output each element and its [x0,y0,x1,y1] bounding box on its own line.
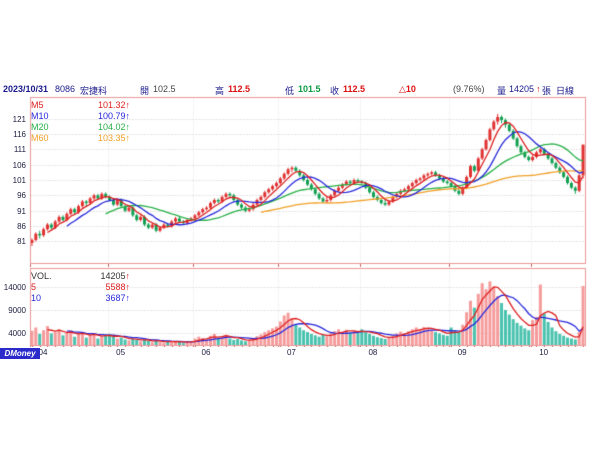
open-value: 102.5 [153,84,176,94]
month-axis-label: 10 [539,348,549,357]
vol-legend-value: 14205↑ [100,271,130,281]
high-label: 高 [215,86,225,96]
price-axis-label: 111 [13,145,26,155]
price-axis-label: 101 [12,176,26,185]
stock-name: 宏捷科 [80,86,108,96]
month-axis-label: 05 [116,348,126,357]
volume-axis-label: 14000 [3,282,26,292]
ma20-legend-label: M20 [31,122,49,132]
month-axis-label: 08 [368,348,378,357]
month-axis-label: 06 [201,348,211,357]
vol-ma10-legend-label: 10 [31,293,42,303]
ma60-legend-value: 103.35↑ [97,133,130,143]
ma60-legend-label: M60 [31,133,49,143]
price-axis-label: 81 [17,237,26,247]
ma10-legend-label: M10 [31,111,49,121]
price-axis-label: 106 [12,160,26,170]
low-label: 低 [285,86,295,96]
close-label: 收 [330,86,340,96]
period-selector[interactable]: 日線 [556,86,575,96]
high-value: 112.5 [228,84,251,94]
price-axis-label: 121 [12,114,26,124]
ma5-legend-value: 101.32↑ [97,100,130,110]
price-axis-label: 91 [17,206,26,216]
month-axis-label: 07 [286,348,296,357]
close-value: 112.5 [343,84,366,94]
vol-ma10-legend-value: 3687↑ [105,293,130,303]
kline-chart-canvas[interactable] [28,95,590,347]
change-value: △10 [399,84,416,94]
dmoney-logo: DMoney [0,348,40,359]
low-value: 101.5 [298,84,321,94]
ma10-legend-value: 100.79↑ [97,111,130,121]
price-axis-label: 86 [17,222,26,232]
change-percent: (9.76%) [453,84,485,94]
volume-label: 量 [497,86,507,96]
ma20-legend-value: 104.02↑ [97,122,130,132]
vol-ma5-legend-value: 5588↑ [105,282,130,292]
open-label: 開 [140,86,150,96]
volume-up-arrow-icon: ↑ [536,84,541,94]
volume-axis-label: 4000 [8,329,26,338]
ma5-legend-label: M5 [31,100,44,110]
volume-value: 14205 [509,84,535,94]
stock-id: 8086 [55,84,76,94]
month-axis-label: 09 [457,348,467,357]
month-axis-label: 04 [38,348,48,357]
volume-unit: 張 [542,86,552,96]
vol-legend-label: VOL. [31,271,52,281]
price-axis-label: 96 [17,191,26,201]
volume-axis-label: 9000 [8,305,26,315]
vol-ma5-legend-label: 5 [31,282,37,292]
price-axis-label: 116 [13,129,26,139]
date-label: 2023/10/31 [3,84,49,94]
